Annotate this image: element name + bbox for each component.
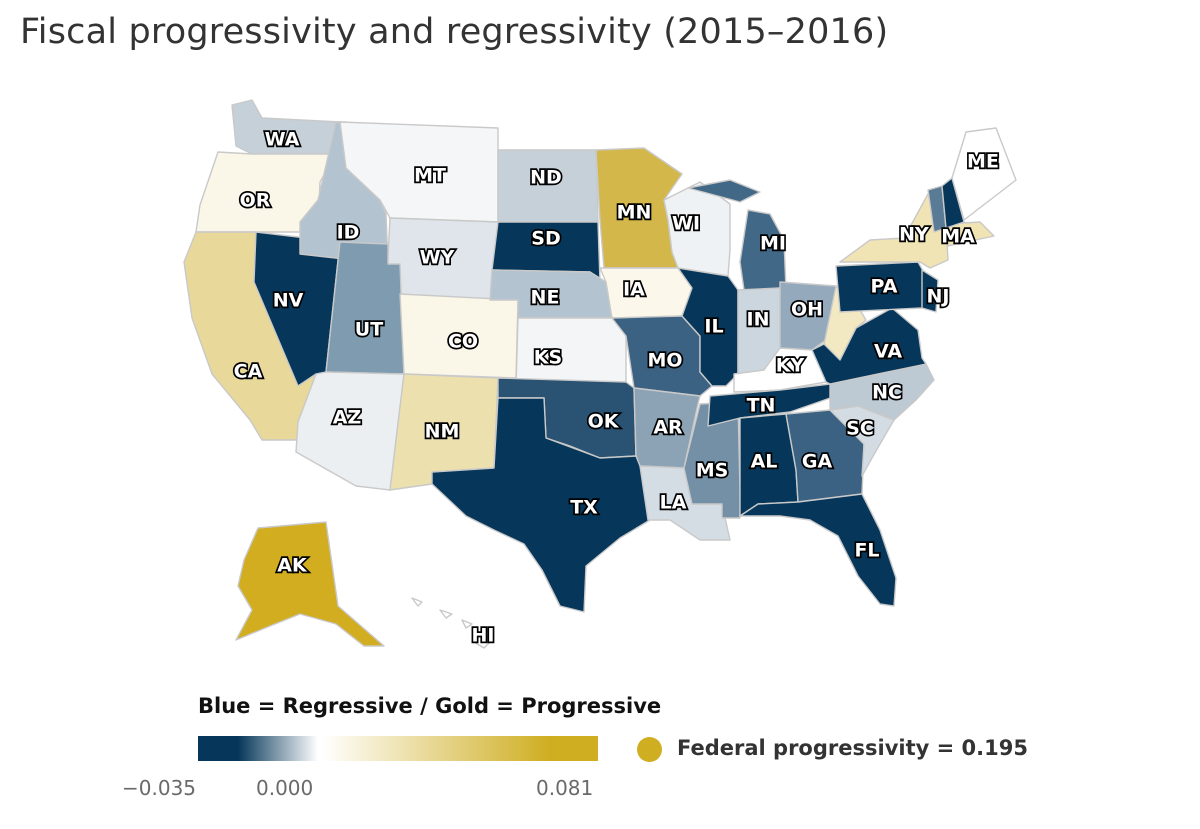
state-me[interactable] [951, 127, 1017, 221]
state-label-mo: MO [647, 350, 682, 372]
state-label-az: AZ [333, 407, 361, 429]
state-label-me: ME [967, 151, 999, 173]
state-label-tx: TX [570, 497, 598, 519]
state-tn[interactable] [707, 383, 837, 427]
state-nh[interactable] [941, 177, 965, 229]
state-label-oh: OH [791, 299, 823, 321]
state-label-nm: NM [425, 421, 460, 443]
state-label-pa: PA [871, 276, 898, 298]
state-label-id: ID [337, 222, 360, 244]
legend-title: Blue = Regressive / Gold = Progressive [198, 694, 662, 718]
state-label-ny: NY [899, 224, 929, 246]
state-label-ga: GA [802, 451, 833, 473]
state-label-mt: MT [414, 165, 446, 187]
state-label-nv: NV [273, 290, 304, 312]
state-label-in: IN [747, 309, 770, 331]
state-label-mi: MI [760, 233, 786, 255]
state-fl[interactable] [739, 493, 897, 607]
state-label-va: VA [874, 341, 902, 363]
state-label-ma: MA [941, 226, 975, 248]
state-va[interactable] [811, 307, 927, 385]
us-choropleth-map: WA OR CA NV ID MT WY UT AZ CO NM ND SD NE KS OK TX MN IA MO… [183, 99, 1017, 649]
legend-color-bar [198, 736, 598, 761]
state-ms[interactable] [683, 401, 741, 519]
state-tx[interactable] [431, 397, 651, 613]
state-label-or: OR [240, 190, 271, 212]
state-label-tn: TN [747, 395, 776, 417]
federal-progressivity-label: Federal progressivity = 0.195 [677, 736, 1028, 760]
state-ak[interactable] [235, 521, 385, 647]
state-label-al: AL [751, 451, 778, 473]
state-label-ia: IA [623, 279, 645, 301]
state-label-nc: NC [872, 382, 902, 404]
federal-progressivity-dot [637, 737, 662, 762]
state-label-wa: WA [265, 129, 300, 151]
state-ma[interactable] [945, 221, 995, 247]
state-label-ok: OK [588, 411, 620, 433]
state-hi[interactable] [411, 597, 493, 649]
state-label-nd: ND [530, 167, 562, 189]
state-label-ut: UT [355, 319, 383, 341]
state-label-ks: KS [534, 347, 562, 369]
state-label-la: LA [660, 492, 687, 514]
state-label-mn: MN [617, 202, 652, 224]
state-label-ms: MS [696, 460, 729, 482]
state-label-co: CO [448, 331, 478, 353]
state-nj[interactable] [921, 269, 939, 313]
legend-tick-max: 0.081 [536, 776, 594, 800]
state-ia[interactable] [599, 267, 693, 319]
state-label-ar: AR [653, 417, 683, 439]
state-label-sd: SD [531, 228, 560, 250]
state-label-wi: WI [672, 213, 700, 235]
page-title: Fiscal progressivity and regressivity (2… [20, 12, 889, 52]
state-label-fl: FL [854, 540, 879, 562]
state-label-ne: NE [531, 287, 560, 309]
state-il[interactable] [677, 267, 739, 387]
state-label-il: IL [704, 316, 723, 338]
legend-tick-zero: 0.000 [256, 776, 314, 800]
state-az[interactable] [295, 371, 405, 491]
state-label-ky: KY [776, 355, 805, 377]
state-label-hi: HI [472, 625, 495, 647]
state-label-ak: AK [277, 555, 308, 577]
state-label-ca: CA [234, 361, 263, 383]
state-ks[interactable] [515, 317, 627, 393]
state-label-sc: SC [846, 418, 874, 440]
state-label-nj: NJ [927, 286, 950, 308]
state-nc[interactable] [829, 363, 935, 421]
legend-tick-min: −0.035 [122, 776, 197, 800]
state-label-wy: WY [420, 247, 455, 269]
